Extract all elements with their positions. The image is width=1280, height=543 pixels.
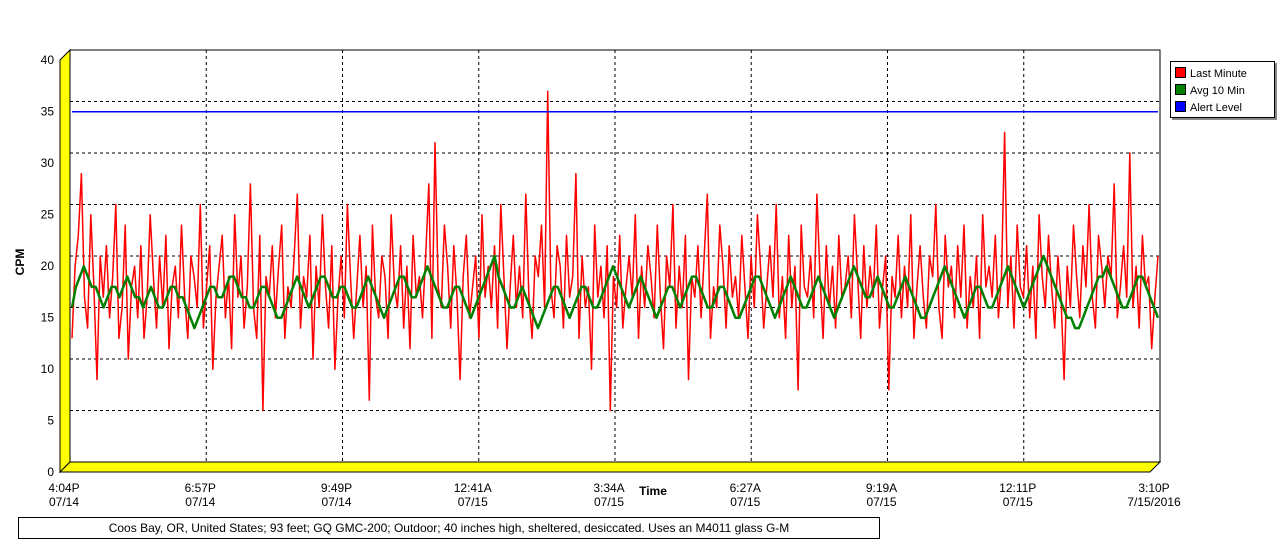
x-tick-time: 6:27A [730, 481, 761, 495]
series-line-avg-10-min [70, 254, 1160, 330]
x-tick-date: 07/14 [185, 495, 215, 509]
legend-item-last-minute: Last Minute [1175, 67, 1247, 81]
legend-label-alert-level: Alert Level [1190, 102, 1242, 114]
x-tick-time: 6:57P [185, 481, 216, 495]
y-tick-label: 0 [47, 465, 54, 479]
x-tick-date: 7/15/2016 [1127, 495, 1181, 509]
legend-swatch-alert-level [1175, 101, 1186, 112]
x-tick-date: 07/15 [458, 495, 488, 509]
y-tick-label: 20 [41, 259, 55, 273]
y-tick-label: 25 [41, 208, 55, 222]
x-tick-date: 07/15 [730, 495, 760, 509]
series-line-last-minute [71, 90, 1159, 412]
x-axis-label: Time [639, 484, 667, 498]
x-axis-ticks: 4:04P07/146:57P07/149:49P07/1412:41A07/1… [48, 481, 1181, 509]
y-axis-label: CPM [13, 249, 27, 276]
y-tick-label: 5 [47, 414, 54, 428]
series-layer [70, 90, 1160, 412]
legend-item-avg-10-min: Avg 10 Min [1175, 84, 1245, 98]
x-tick-date: 07/14 [49, 495, 79, 509]
chart-caption: Coos Bay, OR, United States; 93 feet; GQ… [18, 517, 880, 539]
x-tick-time: 3:10P [1138, 481, 1169, 495]
legend-label-last-minute: Last Minute [1190, 68, 1247, 80]
y-tick-label: 35 [41, 105, 55, 119]
x-tick-date: 07/15 [866, 495, 896, 509]
x-tick-date: 07/15 [594, 495, 624, 509]
chart-legend: Last Minute Avg 10 Min Alert Level [1170, 61, 1275, 118]
legend-swatch-last-minute [1175, 67, 1186, 78]
legend-swatch-avg-10-min [1175, 84, 1186, 95]
y-tick-label: 10 [41, 362, 55, 376]
chart-floor [58, 461, 1162, 473]
legend-label-avg-10-min: Avg 10 Min [1190, 85, 1245, 97]
y-axis-ticks: 0 5 10 15 20 25 30 35 40 [41, 53, 55, 479]
y-tick-label: 40 [41, 53, 55, 67]
x-tick-time: 4:04P [48, 481, 79, 495]
y-tick-label: 30 [41, 156, 55, 170]
x-tick-time: 12:41A [454, 481, 492, 495]
x-tick-date: 07/15 [1003, 495, 1033, 509]
x-tick-date: 07/14 [321, 495, 351, 509]
legend-item-alert-level: Alert Level [1175, 101, 1242, 115]
x-tick-time: 9:49P [321, 481, 352, 495]
x-tick-time: 9:19A [866, 481, 897, 495]
x-tick-time: 12:11P [999, 481, 1036, 495]
chart-left-wall [59, 48, 71, 474]
y-tick-label: 15 [41, 311, 55, 325]
x-tick-time: 3:34A [593, 481, 624, 495]
